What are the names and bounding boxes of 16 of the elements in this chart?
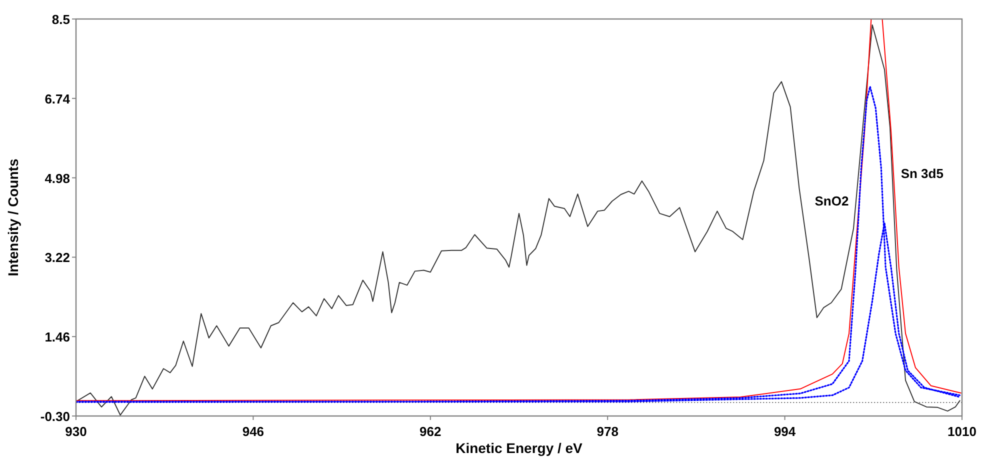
x-tick-label: 1010 xyxy=(948,424,976,439)
y-tick-label: 8.5 xyxy=(52,12,70,27)
y-axis-title: Intensity / Counts xyxy=(5,158,21,276)
x-tick-label: 994 xyxy=(774,424,796,439)
x-tick-label: 978 xyxy=(596,424,618,439)
x-tick-label: 946 xyxy=(242,424,264,439)
x-axis-title: Kinetic Energy / eV xyxy=(456,440,584,456)
annotation: Sn 3d5 xyxy=(900,166,944,181)
x-tick-label: 962 xyxy=(420,424,442,439)
annotation: SnO2 xyxy=(814,194,849,209)
y-tick-label: 3.22 xyxy=(44,250,70,266)
x-tick-label: 930 xyxy=(65,424,87,439)
y-tick-label: 1.46 xyxy=(44,330,70,345)
y-tick-label: -0.30 xyxy=(40,409,70,424)
y-tick-label: 4.98 xyxy=(44,170,70,186)
y-tick-label: 6.74 xyxy=(44,91,71,106)
